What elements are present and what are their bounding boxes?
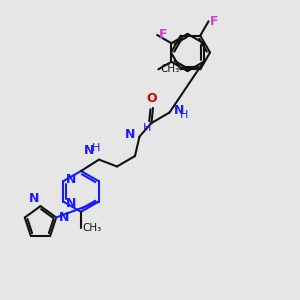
Text: N: N (84, 144, 94, 157)
Text: N: N (174, 104, 184, 118)
Text: H: H (180, 110, 188, 120)
Text: F: F (159, 28, 167, 41)
Text: N: N (124, 128, 135, 142)
Text: H: H (92, 143, 100, 153)
Text: N: N (58, 211, 69, 224)
Text: CH₃: CH₃ (160, 64, 179, 74)
Text: F: F (210, 15, 218, 28)
Text: O: O (146, 92, 157, 105)
Text: N: N (66, 173, 77, 186)
Text: N: N (66, 196, 77, 210)
Text: H: H (142, 123, 151, 133)
Text: N: N (28, 192, 39, 205)
Text: CH₃: CH₃ (82, 223, 102, 233)
